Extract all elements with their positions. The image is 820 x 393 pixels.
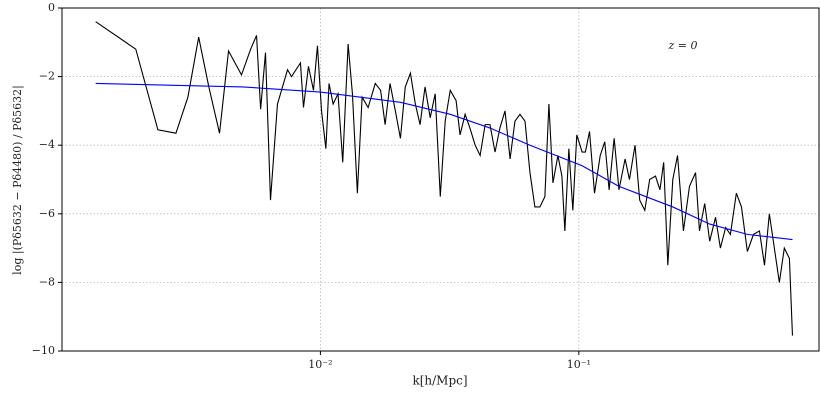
data-line bbox=[95, 21, 794, 336]
y-tick-label: −8 bbox=[39, 275, 55, 288]
y-tick-label: −10 bbox=[32, 344, 55, 357]
data-line bbox=[95, 82, 793, 241]
y-tick-label: −4 bbox=[39, 138, 55, 151]
y-tick-label: −2 bbox=[39, 70, 55, 83]
y-tick-label: −6 bbox=[39, 207, 55, 220]
annotation: z = 0 bbox=[667, 39, 697, 52]
y-tick-label: 0 bbox=[48, 1, 55, 14]
x-axis-label: k[h/Mpc] bbox=[412, 374, 467, 388]
plot-frame bbox=[61, 7, 820, 352]
y-axis-label: log |(Pδ5632 − Pδ4480) / Pδ5632| bbox=[11, 85, 25, 275]
x-tick-label: 10⁻² bbox=[308, 358, 332, 371]
x-tick-label: 10⁻¹ bbox=[567, 358, 591, 371]
